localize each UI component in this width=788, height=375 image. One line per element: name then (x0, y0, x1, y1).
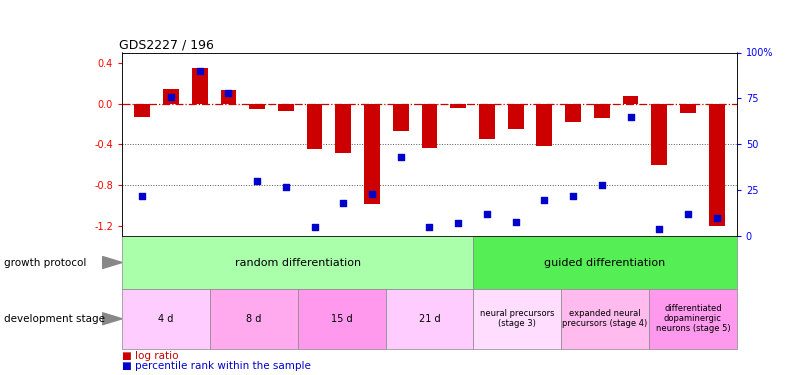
Point (452, 220, 464, 226)
Bar (298, 289, 385, 349)
Text: neural precursors
(stage 3): neural precursors (stage 3) (480, 309, 555, 328)
Text: 4 d: 4 d (158, 314, 173, 324)
Bar (680, 104, 696, 113)
Text: development stage: development stage (4, 314, 105, 324)
Point (624, 114, 637, 120)
Text: GDS2227 / 196: GDS2227 / 196 (119, 38, 214, 51)
Polygon shape (102, 256, 122, 268)
Bar (652, 104, 667, 165)
Point (653, 226, 666, 232)
Point (251, 178, 263, 184)
Text: random differentiation: random differentiation (235, 258, 361, 267)
Text: growth protocol: growth protocol (4, 258, 87, 267)
Bar (565, 104, 581, 122)
Bar (191, 68, 207, 104)
Bar (210, 289, 298, 349)
Bar (278, 104, 294, 111)
Text: ■ log ratio: ■ log ratio (122, 351, 179, 361)
Text: differentiated
dopaminergic
neurons (stage 5): differentiated dopaminergic neurons (sta… (656, 304, 730, 333)
Bar (537, 104, 552, 146)
Bar (422, 104, 437, 148)
Point (280, 184, 292, 190)
Point (710, 215, 723, 221)
Point (366, 191, 378, 197)
Bar (393, 104, 409, 131)
Point (308, 224, 321, 230)
Point (509, 219, 522, 225)
Bar (385, 289, 474, 349)
Bar (249, 104, 265, 109)
Bar (134, 104, 151, 117)
Point (481, 211, 493, 217)
Point (193, 68, 206, 74)
Bar (336, 104, 351, 153)
Bar (479, 104, 495, 139)
Bar (708, 104, 725, 226)
Text: 21 d: 21 d (418, 314, 440, 324)
Bar (474, 289, 561, 349)
Bar (307, 104, 322, 150)
Polygon shape (102, 313, 122, 325)
Text: expanded neural
precursors (stage 4): expanded neural precursors (stage 4) (563, 309, 648, 328)
Text: guided differentiation: guided differentiation (545, 258, 666, 267)
Point (567, 193, 579, 199)
Bar (594, 104, 610, 118)
Text: 8 d: 8 d (246, 314, 262, 324)
Point (682, 211, 694, 217)
Point (538, 196, 551, 202)
Bar (364, 104, 380, 204)
Bar (649, 289, 737, 349)
Text: 15 d: 15 d (331, 314, 352, 324)
Bar (163, 89, 179, 104)
Text: ■ percentile rank within the sample: ■ percentile rank within the sample (122, 361, 311, 370)
Bar (507, 104, 523, 129)
Point (395, 154, 407, 160)
Bar (450, 104, 466, 108)
Point (423, 224, 436, 230)
Bar (122, 236, 474, 289)
Bar (623, 96, 638, 104)
Point (596, 182, 608, 188)
Bar (122, 289, 210, 349)
Point (136, 193, 149, 199)
Bar (474, 236, 737, 289)
Point (165, 94, 177, 100)
Bar (561, 289, 649, 349)
Point (222, 90, 235, 96)
Point (337, 200, 350, 206)
Bar (221, 90, 236, 104)
